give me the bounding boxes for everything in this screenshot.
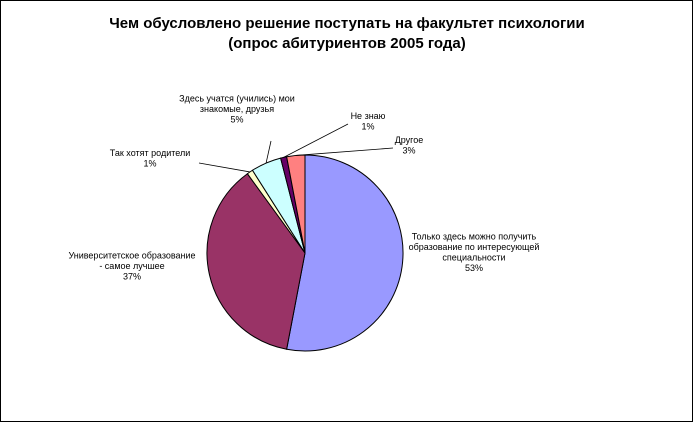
slice-label-6: Другое 3%	[395, 135, 424, 156]
slice-value-label: 3%	[402, 145, 415, 155]
slice-value-label: 1%	[361, 121, 374, 131]
leader-line-3	[198, 162, 250, 173]
slice-category-label: Не знаю	[351, 111, 386, 121]
slice-label-1: Только здесь можно получить образование п…	[409, 231, 540, 272]
slice-value-label: 53%	[465, 263, 483, 273]
chart-title: Чем обусловлено решение поступать на фак…	[109, 15, 584, 52]
slice-category-label: Только здесь можно получить	[412, 231, 537, 241]
slice-label-5: Не знаю 1%	[351, 111, 386, 132]
leader-line-6	[295, 147, 394, 156]
slice-labels: Только здесь можно получить образование п…	[68, 94, 539, 282]
slice-label-3: Так хотят родители 1%	[110, 148, 190, 169]
slice-category-label: образование по интересующей	[409, 242, 540, 252]
pie-slice-1	[286, 154, 404, 352]
slice-category-label: Университетское образование	[68, 251, 195, 261]
slice-category-label: специальности	[442, 252, 505, 262]
slice-category-label: Здесь учатся (учились) мои	[179, 94, 295, 104]
slice-category-label: Так хотят родители	[110, 148, 190, 158]
leader-line-5	[283, 123, 349, 158]
pie-slice-2	[206, 173, 306, 350]
slice-label-2: Университетское образование - самое лучше…	[68, 251, 195, 282]
pie-slices	[206, 154, 404, 352]
slice-category-label: Другое	[395, 135, 424, 145]
slice-category-label: - самое лучшее	[99, 261, 164, 271]
leader-lines	[198, 123, 394, 173]
slice-label-4: Здесь учатся (учились) мои знакомые, друз…	[179, 94, 295, 125]
slice-value-label: 37%	[123, 272, 141, 282]
leader-line-4	[265, 140, 272, 164]
slice-value-label: 1%	[143, 158, 156, 168]
chart-title-line-1: Чем обусловлено решение поступать на фак…	[109, 15, 584, 32]
chart-title-line-2: (опрос абитуриентов 2005 года)	[228, 35, 465, 52]
slice-category-label: знакомые, друзья	[200, 104, 274, 114]
slice-value-label: 5%	[230, 115, 243, 125]
